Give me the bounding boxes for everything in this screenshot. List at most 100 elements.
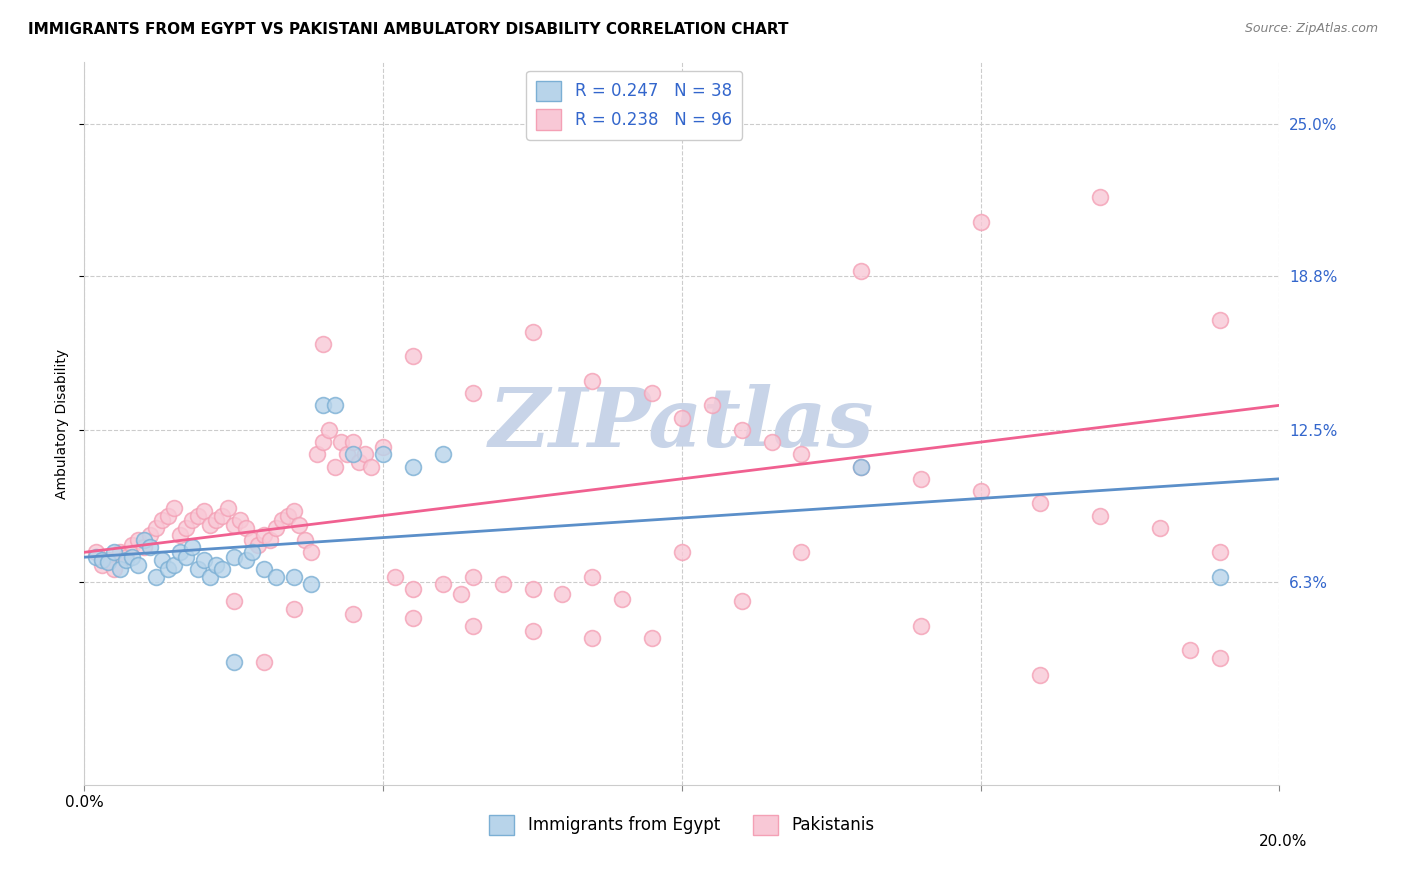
Point [240, 545, 263, 559]
Point [461, 619, 484, 633]
Point [325, 459, 347, 474]
Point [402, 459, 425, 474]
Point [121, 538, 143, 552]
Point [354, 447, 377, 461]
Point [492, 577, 515, 591]
Point [461, 386, 484, 401]
Point [349, 455, 371, 469]
Point [551, 587, 574, 601]
Point [222, 656, 245, 670]
Point [342, 607, 364, 621]
Text: 20.0%: 20.0% [1260, 834, 1308, 849]
Point [127, 558, 149, 572]
Point [301, 577, 323, 591]
Text: ZIPatlas: ZIPatlas [489, 384, 875, 464]
Point [612, 591, 634, 606]
Point [432, 577, 454, 591]
Point [174, 550, 197, 565]
Point [1178, 643, 1201, 657]
Point [288, 518, 311, 533]
Point [132, 541, 156, 555]
Point [294, 533, 316, 547]
Point [253, 562, 276, 576]
Point [264, 570, 287, 584]
Point [851, 459, 873, 474]
Point [307, 447, 329, 461]
Point [187, 508, 209, 523]
Point [1209, 650, 1232, 665]
Point [1090, 190, 1112, 204]
Point [1029, 667, 1052, 681]
Point [402, 349, 425, 363]
Point [253, 656, 276, 670]
Point [86, 550, 108, 565]
Point [163, 558, 186, 572]
Point [157, 508, 180, 523]
Point [157, 562, 180, 576]
Point [581, 570, 603, 584]
Point [790, 447, 813, 461]
Point [132, 533, 156, 547]
Point [187, 562, 209, 576]
Point [222, 550, 245, 565]
Point [1090, 508, 1112, 523]
Point [671, 545, 693, 559]
Point [1209, 570, 1232, 584]
Point [97, 552, 120, 566]
Point [312, 398, 335, 412]
Point [228, 513, 252, 527]
Point [522, 624, 544, 638]
Legend: Immigrants from Egypt, Pakistanis: Immigrants from Egypt, Pakistanis [482, 808, 882, 842]
Point [277, 508, 299, 523]
Point [283, 503, 305, 517]
Point [150, 513, 173, 527]
Point [761, 435, 783, 450]
Point [910, 619, 932, 633]
Point [217, 501, 239, 516]
Point [283, 570, 305, 584]
Point [1209, 312, 1232, 326]
Point [342, 447, 364, 461]
Point [318, 423, 340, 437]
Point [103, 562, 125, 576]
Point [522, 582, 544, 596]
Text: Source: ZipAtlas.com: Source: ZipAtlas.com [1244, 22, 1378, 36]
Point [581, 631, 603, 645]
Point [198, 570, 221, 584]
Point [235, 552, 257, 566]
Point [671, 410, 693, 425]
Point [312, 337, 335, 351]
Point [240, 533, 263, 547]
Point [851, 263, 873, 277]
Y-axis label: Ambulatory Disability: Ambulatory Disability [55, 349, 69, 499]
Point [169, 545, 191, 559]
Point [336, 447, 359, 461]
Point [174, 521, 197, 535]
Point [910, 472, 932, 486]
Point [246, 538, 269, 552]
Point [970, 484, 993, 499]
Point [384, 570, 406, 584]
Point [103, 545, 125, 559]
Point [193, 552, 215, 566]
Point [581, 374, 603, 388]
Point [432, 447, 454, 461]
Point [110, 562, 132, 576]
Point [790, 545, 813, 559]
Point [325, 398, 347, 412]
Point [253, 528, 276, 542]
Point [110, 545, 132, 559]
Point [700, 398, 723, 412]
Point [193, 503, 215, 517]
Point [91, 558, 114, 572]
Point [211, 508, 233, 523]
Point [181, 541, 204, 555]
Point [373, 440, 395, 454]
Point [205, 558, 228, 572]
Point [139, 528, 162, 542]
Point [121, 550, 143, 565]
Point [312, 435, 335, 450]
Point [641, 386, 664, 401]
Point [169, 528, 191, 542]
Point [259, 533, 281, 547]
